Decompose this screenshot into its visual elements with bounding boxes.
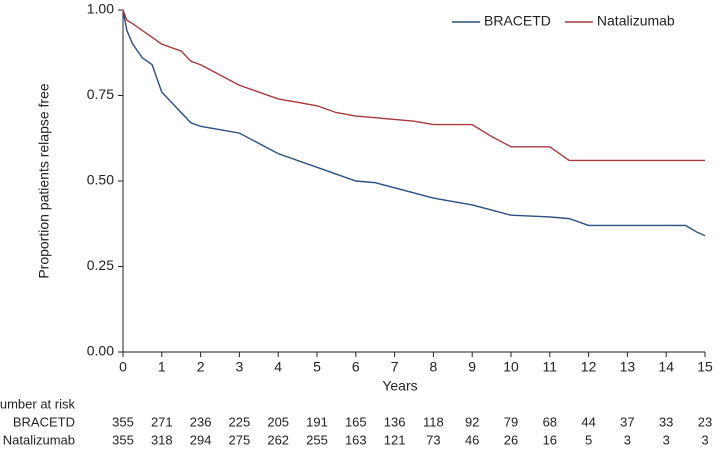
risk-value: 355: [112, 414, 134, 429]
y-tick-label: 0.50: [87, 172, 114, 188]
risk-value: 275: [229, 432, 251, 447]
x-tick-label: 7: [391, 359, 399, 375]
risk-value: 225: [229, 414, 251, 429]
risk-row-label: BRACETD: [13, 414, 75, 429]
y-tick-label: 0.00: [87, 343, 114, 359]
x-tick-label: 4: [274, 359, 282, 375]
y-tick-label: 0.25: [87, 257, 114, 273]
km-curve: [122, 9, 705, 162]
risk-value: 205: [267, 414, 289, 429]
x-tick-label: 11: [543, 359, 558, 375]
risk-title: Number at risk: [0, 396, 75, 411]
x-axis-label: Years: [382, 378, 417, 394]
risk-value: 92: [465, 414, 479, 429]
risk-value: 73: [426, 432, 440, 447]
x-tick-label: 1: [158, 359, 166, 375]
risk-value: 33: [659, 414, 673, 429]
x-tick-label: 15: [697, 359, 713, 375]
risk-value: 271: [151, 414, 173, 429]
legend-label: BRACETD: [484, 13, 551, 29]
risk-value: 23: [698, 414, 712, 429]
y-tick-label: 0.75: [87, 86, 114, 102]
x-tick-label: 13: [620, 359, 636, 375]
x-tick-label: 8: [430, 359, 438, 375]
risk-value: 3: [663, 432, 670, 447]
risk-value: 46: [465, 432, 479, 447]
risk-value: 191: [306, 414, 328, 429]
risk-value: 118: [423, 414, 444, 429]
y-tick-label: 1.00: [87, 1, 114, 17]
x-tick-label: 14: [658, 359, 674, 375]
risk-value: 355: [112, 432, 134, 447]
risk-value: 255: [306, 432, 328, 447]
risk-value: 44: [581, 414, 595, 429]
risk-row-label: Natalizumab: [3, 432, 75, 447]
risk-value: 318: [151, 432, 173, 447]
risk-value: 136: [384, 414, 406, 429]
risk-value: 3: [624, 432, 631, 447]
x-tick-label: 9: [468, 359, 476, 375]
km-curve: [122, 9, 706, 237]
risk-value: 16: [543, 432, 557, 447]
x-tick-label: 12: [581, 359, 597, 375]
risk-value: 79: [504, 414, 518, 429]
legend-label: Natalizumab: [597, 13, 675, 29]
x-tick-label: 5: [313, 359, 321, 375]
risk-value: 5: [585, 432, 592, 447]
risk-value: 163: [345, 432, 367, 447]
risk-value: 121: [384, 432, 406, 447]
risk-value: 37: [620, 414, 634, 429]
risk-value: 236: [190, 414, 212, 429]
x-tick-label: 2: [197, 359, 205, 375]
x-tick-label: 3: [236, 359, 244, 375]
risk-value: 68: [543, 414, 557, 429]
risk-value: 3: [701, 432, 708, 447]
risk-value: 294: [190, 432, 212, 447]
risk-value: 165: [345, 414, 367, 429]
x-tick-label: 0: [119, 359, 127, 375]
y-axis-label: Proportion patients relapse free: [36, 83, 52, 279]
risk-value: 262: [267, 432, 289, 447]
x-tick-label: 10: [503, 359, 519, 375]
x-tick-label: 6: [352, 359, 360, 375]
risk-value: 26: [504, 432, 518, 447]
